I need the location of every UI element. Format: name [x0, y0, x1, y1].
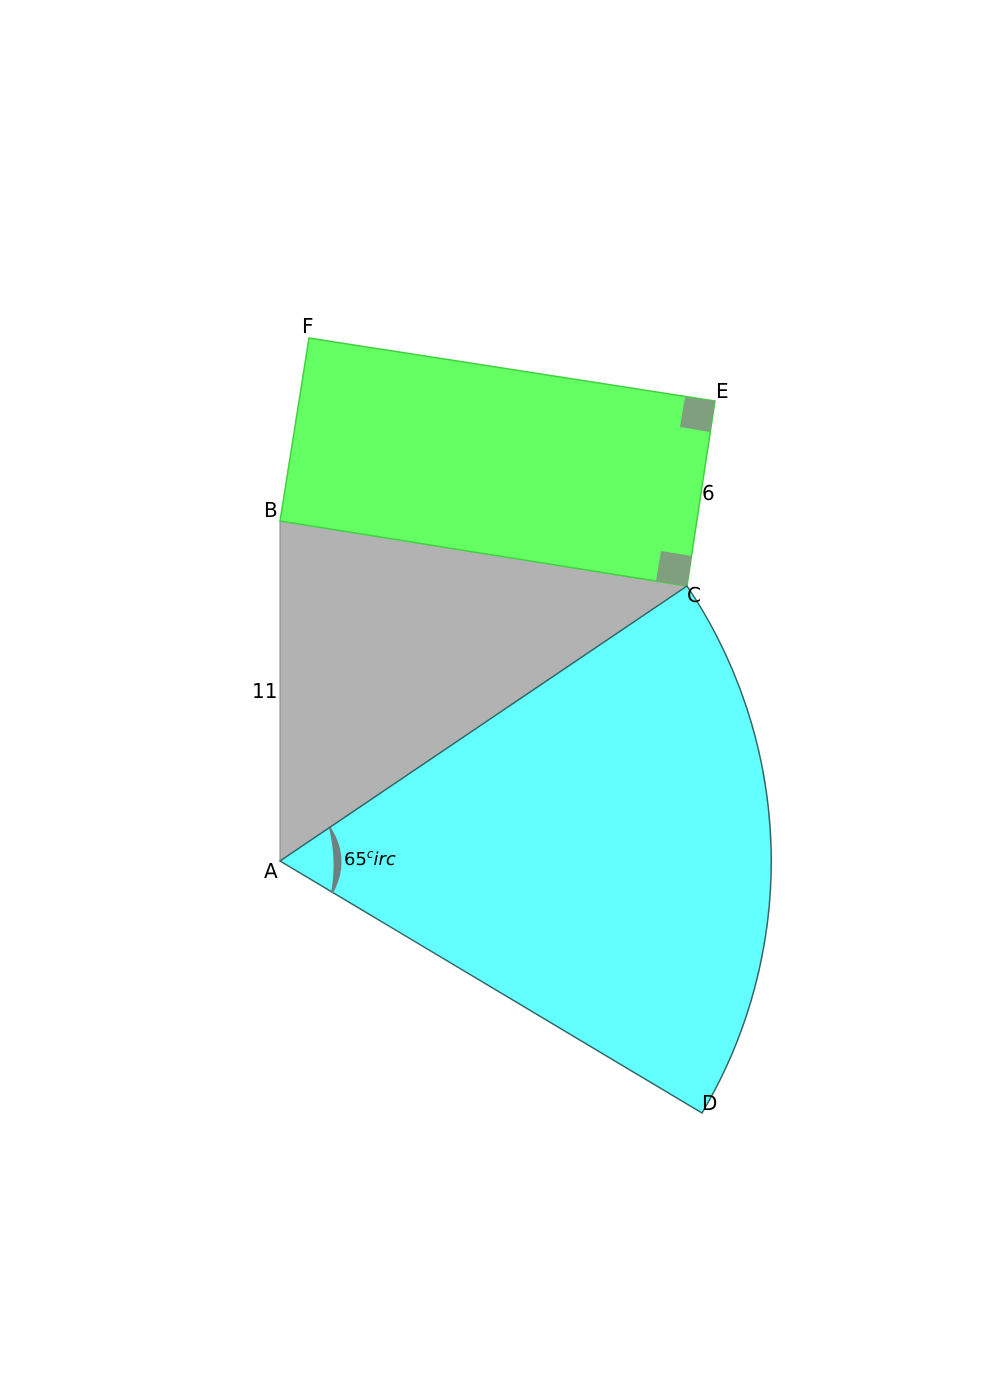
- angle-arc-a: [329, 827, 342, 894]
- side-label-ce: 6: [702, 481, 715, 505]
- side-label-ab: 11: [252, 679, 277, 703]
- point-label-b: B: [264, 498, 278, 522]
- point-label-a: A: [264, 859, 278, 883]
- angle-label-rest: irc: [374, 849, 396, 870]
- point-label-d: D: [702, 1091, 717, 1115]
- point-label-c: C: [687, 583, 701, 607]
- sector-acd: [278, 584, 772, 1115]
- right-angle-marker-e: [680, 397, 715, 432]
- point-label-e: E: [716, 379, 729, 403]
- right-angle-marker-c: [656, 551, 692, 586]
- angle-label-a: 65circ: [344, 847, 396, 870]
- point-label-f: F: [302, 314, 314, 338]
- angle-label-value: 65: [344, 849, 367, 870]
- angle-label-sup: c: [367, 847, 374, 861]
